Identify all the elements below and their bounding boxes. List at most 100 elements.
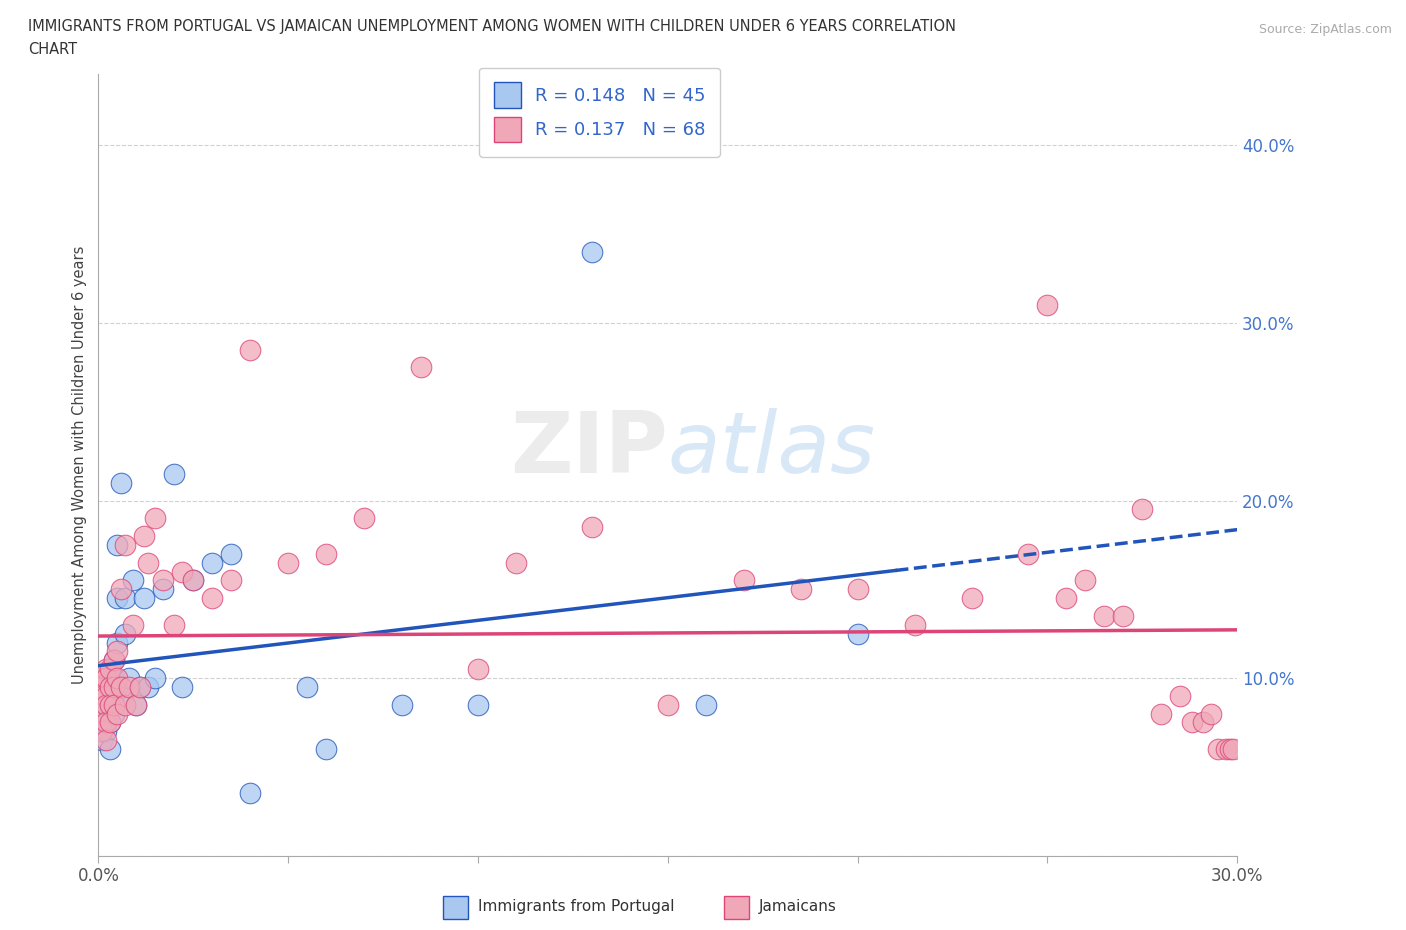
Point (110, 680, 132, 695)
Point (103, 698, 125, 712)
Point (353, 511, 375, 525)
Point (1215, 741, 1237, 756)
Point (201, 555, 224, 570)
Point (315, 546, 337, 561)
Point (94, 688, 117, 703)
Point (657, 698, 679, 712)
Point (125, 698, 148, 712)
Point (94, 724, 117, 738)
Text: Jamaicans: Jamaicans (759, 899, 837, 914)
Point (1181, 715, 1204, 730)
Point (581, 245, 603, 259)
Point (98, 715, 121, 730)
Point (91, 688, 114, 703)
Point (183, 573, 205, 588)
Point (125, 698, 148, 712)
Point (114, 698, 136, 712)
Point (315, 741, 337, 756)
Point (91, 724, 114, 738)
Point (110, 688, 132, 703)
Point (107, 591, 129, 605)
Point (91, 706, 114, 721)
Point (221, 546, 243, 561)
Point (91, 671, 114, 685)
Text: ZIP: ZIP (510, 408, 668, 491)
Point (163, 618, 186, 632)
Point (1170, 688, 1192, 703)
Point (94, 688, 117, 703)
Point (1112, 608, 1135, 623)
Point (103, 653, 125, 668)
Point (132, 591, 155, 605)
Point (1074, 573, 1097, 588)
Point (132, 528, 155, 543)
Point (1132, 502, 1154, 517)
Y-axis label: Unemployment Among Women with Children Under 6 years: Unemployment Among Women with Children U… (72, 246, 87, 684)
Point (145, 671, 167, 685)
Point (94, 671, 117, 685)
Point (1192, 715, 1215, 730)
Point (239, 342, 262, 357)
Point (239, 786, 262, 801)
Text: atlas: atlas (668, 408, 876, 491)
Point (114, 591, 136, 605)
Point (136, 555, 159, 570)
Point (91, 680, 114, 695)
Point (107, 671, 129, 685)
Point (121, 573, 143, 588)
Point (107, 538, 129, 552)
Point (1018, 546, 1040, 561)
Point (107, 706, 129, 721)
Point (391, 698, 413, 712)
Point (94, 698, 117, 712)
Point (94, 733, 117, 748)
Point (221, 573, 243, 588)
Point (467, 662, 489, 677)
Point (98, 662, 121, 677)
Point (91, 733, 114, 748)
Point (170, 680, 193, 695)
Point (846, 582, 869, 597)
Text: CHART: CHART (28, 42, 77, 57)
Point (94, 671, 117, 685)
Point (277, 555, 299, 570)
Point (1219, 741, 1241, 756)
Point (91, 688, 114, 703)
Point (129, 680, 152, 695)
Point (1056, 591, 1078, 605)
Text: IMMIGRANTS FROM PORTUGAL VS JAMAICAN UNEMPLOYMENT AMONG WOMEN WITH CHILDREN UNDE: IMMIGRANTS FROM PORTUGAL VS JAMAICAN UNE… (28, 19, 956, 33)
Point (904, 618, 927, 632)
Text: Source: ZipAtlas.com: Source: ZipAtlas.com (1258, 23, 1392, 36)
Point (103, 653, 125, 668)
Point (107, 680, 129, 695)
Point (129, 680, 152, 695)
Point (1150, 706, 1173, 721)
Legend: R = 0.148   N = 45, R = 0.137   N = 68: R = 0.148 N = 45, R = 0.137 N = 68 (479, 68, 720, 157)
Point (1094, 608, 1116, 623)
Point (1036, 298, 1059, 312)
Point (98, 698, 121, 712)
Point (846, 626, 869, 641)
Point (103, 671, 125, 685)
Point (170, 565, 193, 579)
Point (98, 680, 121, 695)
Point (1208, 741, 1230, 756)
Point (118, 671, 141, 685)
Point (94, 715, 117, 730)
Point (505, 555, 527, 570)
Point (114, 538, 136, 552)
Point (98, 680, 121, 695)
Point (152, 573, 174, 588)
Point (960, 591, 983, 605)
Point (107, 644, 129, 658)
Point (695, 698, 717, 712)
Point (118, 680, 141, 695)
Point (145, 511, 167, 525)
Point (121, 618, 143, 632)
Point (98, 671, 121, 685)
Point (103, 706, 125, 721)
Point (94, 662, 117, 677)
Point (98, 715, 121, 730)
Point (733, 573, 755, 588)
Point (411, 360, 433, 375)
